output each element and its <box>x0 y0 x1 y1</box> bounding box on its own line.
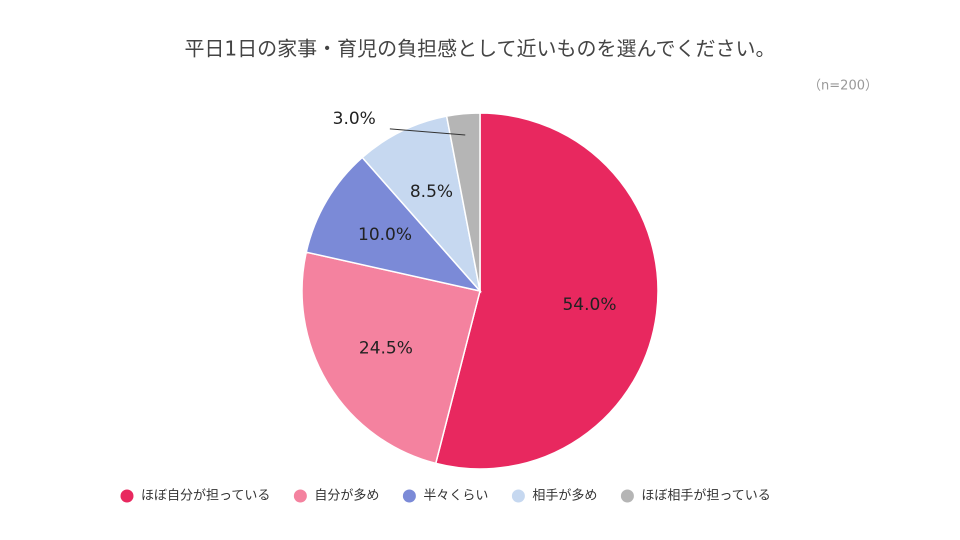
pie-slice <box>434 112 659 470</box>
pie-slice <box>305 156 483 293</box>
leader-line <box>389 128 466 136</box>
chart-title: 平日1日の家事・育児の負担感として近いものを選んでください。 <box>184 37 775 61</box>
value-label: 8.5% <box>410 182 453 202</box>
pie-slice <box>301 251 481 465</box>
legend-label: 自分が多め <box>314 488 379 504</box>
pie-slice <box>445 112 481 292</box>
legend-marker <box>293 489 307 503</box>
legend-marker <box>402 489 416 503</box>
legend-marker <box>511 489 525 503</box>
legend-marker <box>120 489 134 503</box>
chart-subtitle: （n=200） <box>808 79 878 94</box>
legend-label: ほぼ自分が担っている <box>141 489 270 504</box>
value-label: 54.0% <box>562 295 616 315</box>
legend-marker <box>620 489 634 503</box>
legend-label: ほぼ相手が担っている <box>641 489 770 504</box>
legend-label: 相手が多め <box>532 488 597 504</box>
value-label: 3.0% <box>333 109 376 129</box>
legend-label: 半々くらい <box>423 489 488 504</box>
value-label: 10.0% <box>358 225 412 245</box>
value-label: 24.5% <box>359 339 413 359</box>
pie-slice <box>361 115 482 294</box>
